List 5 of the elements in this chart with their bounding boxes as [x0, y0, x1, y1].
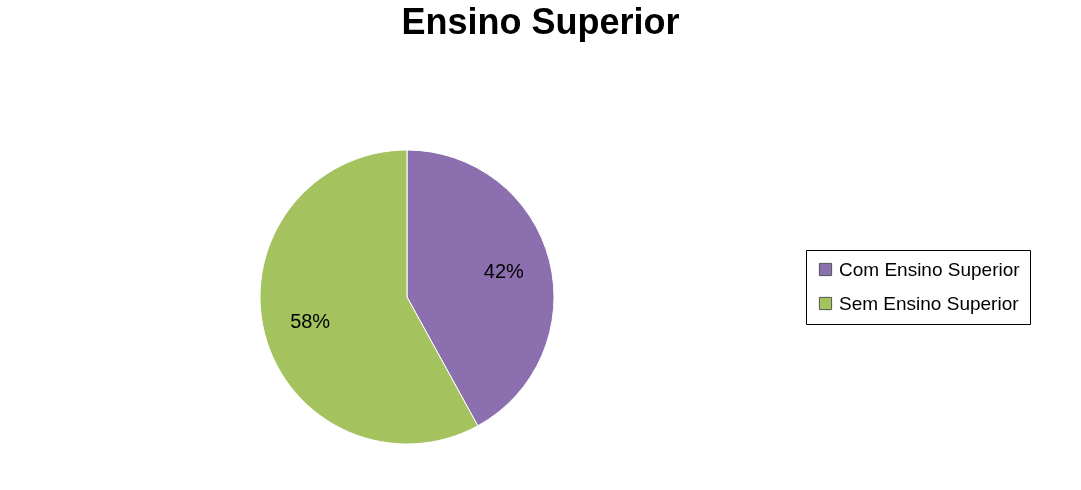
legend-label: Com Ensino Superior — [839, 258, 1021, 280]
data-label: 58% — [290, 309, 331, 332]
data-label: 42% — [483, 260, 525, 283]
legend-label: Sem Ensino Superior — [839, 292, 1020, 314]
chart-title: Ensino Superior — [401, 1, 680, 42]
